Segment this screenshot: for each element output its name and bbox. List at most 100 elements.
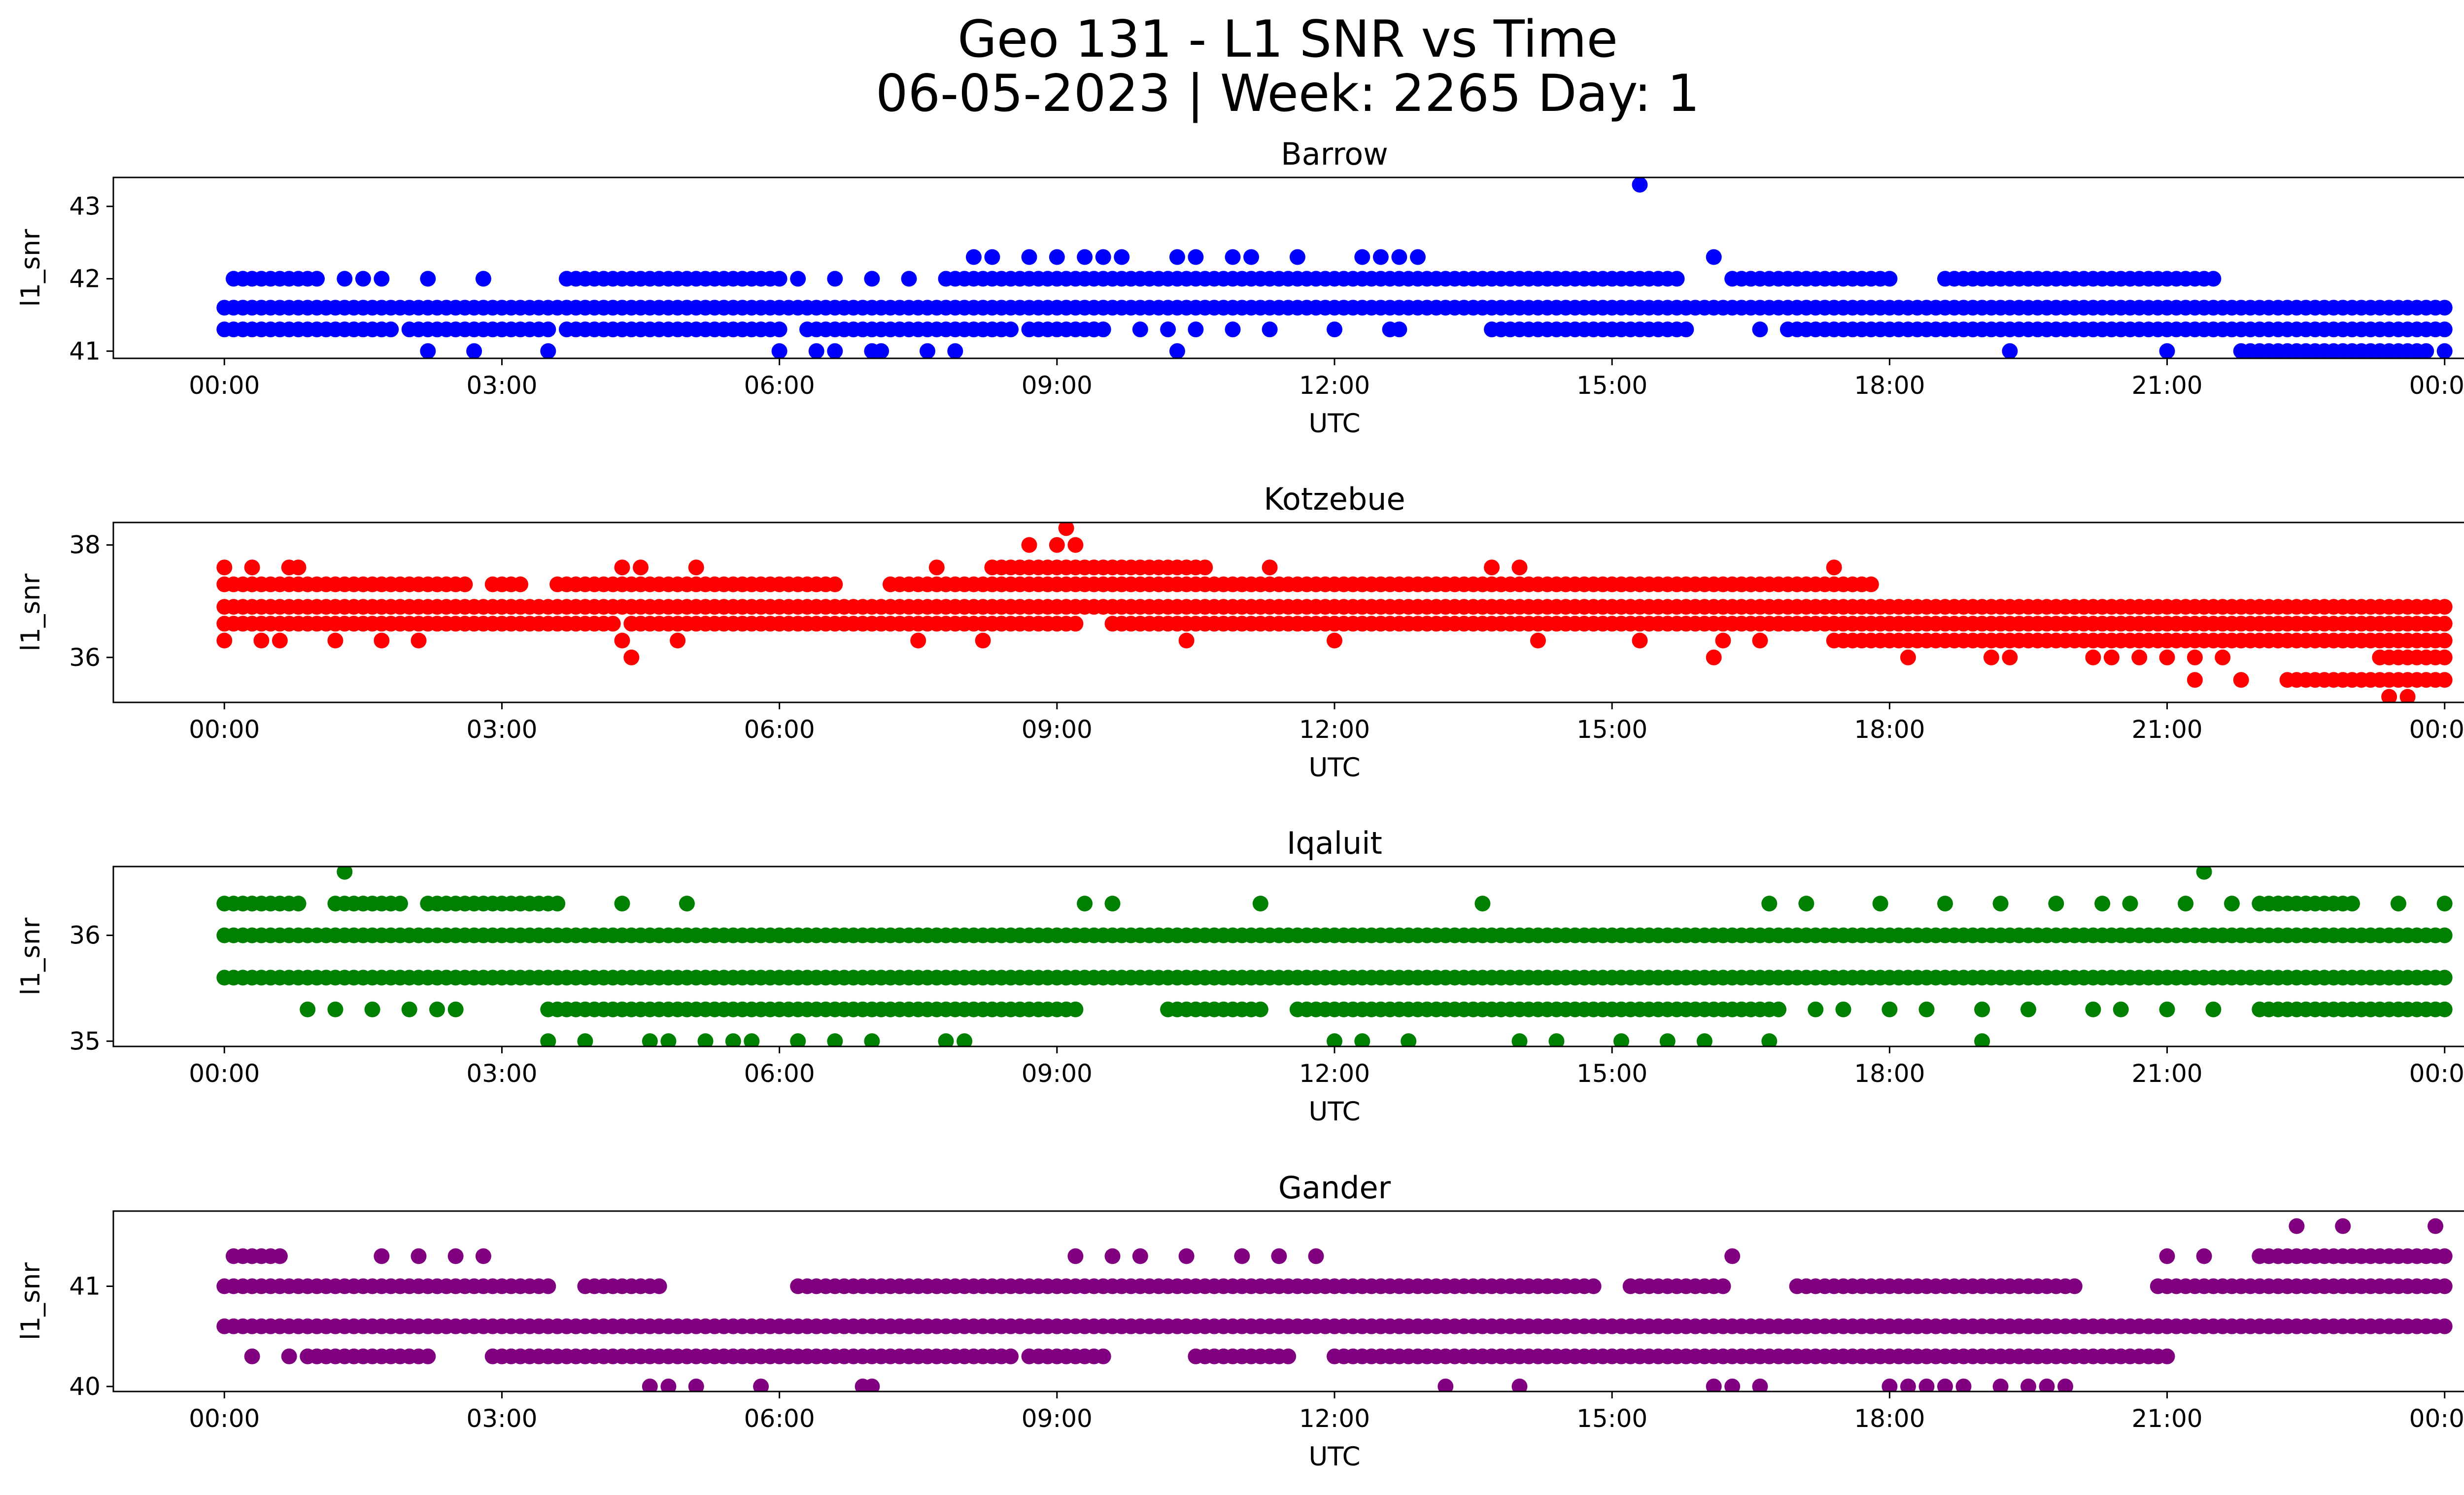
data-point [1104,1248,1121,1264]
data-points-iqaluit [216,867,2453,1046]
data-point [2002,649,2018,665]
data-point [642,1033,658,1046]
data-point [1077,896,1093,912]
data-point [2103,649,2120,665]
x-tick-label: 21:00 [2131,371,2202,400]
data-point [1706,249,1722,265]
data-point [1160,321,1176,338]
data-point [984,249,1000,265]
data-point [2131,649,2148,665]
data-point [2436,1001,2453,1017]
data-point [2215,649,2231,665]
data-point [827,343,843,358]
data-point [300,1001,316,1017]
data-point [513,576,528,592]
x-tick-label: 00:00 [2409,715,2464,744]
data-point [253,632,270,649]
data-point [1715,632,1731,649]
data-point [2418,343,2434,358]
data-point [281,1348,297,1364]
data-point [2436,599,2453,615]
data-point [864,271,880,287]
data-point [771,343,787,358]
data-point [447,1001,464,1017]
data-point [1271,1248,1287,1264]
data-point [2196,867,2212,880]
data-point [1169,249,1185,265]
data-point [679,896,695,912]
data-point [1826,559,1842,576]
data-point [1262,321,1278,338]
data-point [1752,1378,1768,1391]
data-point [1077,249,1093,265]
data-point [2436,1278,2453,1294]
x-tick-label: 03:00 [466,371,537,400]
data-point [374,1248,390,1264]
data-point [484,1348,501,1364]
data-point [2178,896,2194,912]
data-point [1401,1033,1417,1046]
data-point [725,1033,741,1046]
data-point [771,271,787,287]
data-point [540,1033,556,1046]
data-point [1696,1033,1712,1046]
data-point [2085,1001,2101,1017]
x-tick-label: 21:00 [2131,1404,2202,1433]
x-tick-label: 00:00 [2409,1059,2464,1088]
data-point [2159,1248,2175,1264]
subplot-kotzebue: Kotzebue 00:00 03:00 06:00 09:00 12:00 15:00 18… [16,481,2464,783]
data-point [2436,896,2453,912]
data-point [1104,896,1121,912]
y-tick-label: 36 [69,643,101,672]
data-point [1058,522,1074,536]
data-point [2233,343,2249,358]
y-axis-label-gander: l1_snr [16,1262,46,1340]
data-point [2196,1248,2212,1264]
data-point [1761,896,1778,912]
data-point [660,1378,677,1391]
x-tick-label: 21:00 [2131,1059,2202,1088]
data-point [2436,632,2453,649]
data-point [1021,249,1037,265]
figure-title-line-2: 06-05-2023 | Week: 2265 Day: 1 [875,64,1700,123]
data-points-barrow [216,177,2453,358]
data-point [540,1278,556,1294]
data-point [688,559,704,576]
x-tick-label: 00:00 [2409,1404,2464,1433]
data-point [2113,1001,2129,1017]
data-point [1354,1033,1370,1046]
data-point [411,632,427,649]
data-point [1067,1248,1084,1264]
data-point [910,632,926,649]
subplot-title-gander: Gander [1278,1170,1391,1206]
data-point [1114,249,1130,265]
data-point [1280,1348,1297,1364]
data-point [697,1033,714,1046]
data-point [466,343,482,358]
data-point [790,1033,806,1046]
data-point [1003,1348,1019,1364]
data-point [1724,1248,1741,1264]
data-point [827,1033,843,1046]
data-point [1669,271,1685,287]
data-point [2436,300,2453,316]
data-point [1918,1001,1935,1017]
data-point [392,896,408,912]
data-point [290,559,307,576]
data-point [920,343,935,358]
data-point [1132,1248,1148,1264]
data-point [1484,559,1500,576]
data-point [1918,1378,1935,1391]
data-point [2057,1378,2073,1391]
data-point [1761,1033,1778,1046]
data-point [2298,896,2314,912]
data-point [2205,271,2222,287]
data-point [290,896,307,912]
data-point [374,632,390,649]
subplot-title-iqaluit: Iqaluit [1287,825,1382,861]
data-point [1225,249,1241,265]
data-point [2390,896,2406,912]
data-point [1974,1001,1990,1017]
data-point [2436,970,2453,986]
data-point [1983,649,1999,665]
